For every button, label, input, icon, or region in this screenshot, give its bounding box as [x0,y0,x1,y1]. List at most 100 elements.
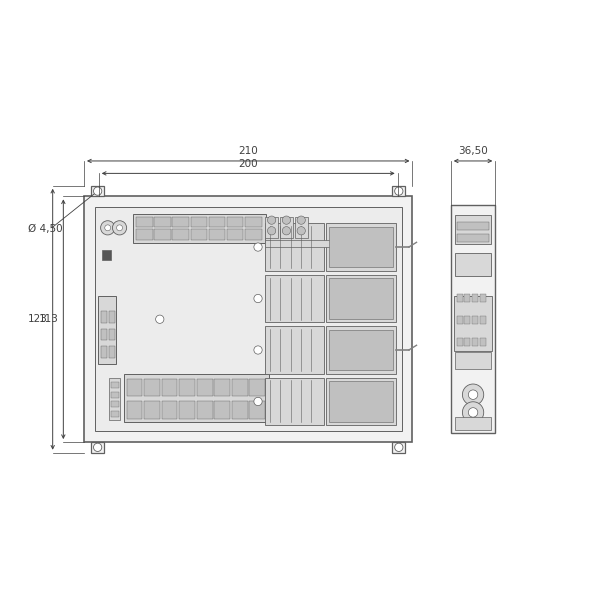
Text: 210: 210 [238,146,258,156]
Text: 36,50: 36,50 [458,146,488,156]
Bar [136,217,152,227]
Bar [464,294,470,302]
Circle shape [112,221,127,235]
Bar [144,379,160,397]
Bar [197,401,212,419]
Bar [265,223,324,271]
Bar [209,217,225,227]
Circle shape [105,225,110,231]
Bar [245,217,262,227]
Circle shape [463,384,484,406]
Bar [214,379,230,397]
Bar [101,346,107,358]
Bar [144,401,160,419]
Bar [329,329,394,370]
Bar [464,316,470,325]
Bar [127,401,142,419]
Bar [154,229,170,239]
Circle shape [254,346,262,354]
Bar [480,338,486,346]
Bar [480,294,486,302]
Circle shape [116,225,122,231]
Bar [197,379,212,397]
Bar [95,207,402,431]
Circle shape [254,295,262,302]
Bar [455,352,491,370]
Circle shape [268,227,276,235]
Bar [392,186,406,196]
Circle shape [282,227,290,235]
Bar [265,326,324,374]
Bar [98,296,116,364]
Bar [326,223,396,271]
Bar [472,338,478,346]
Bar [161,401,178,419]
Bar [101,329,107,340]
Bar [127,379,142,397]
Bar [265,275,324,322]
Bar [265,240,387,247]
Bar [109,378,120,419]
Bar [232,379,248,397]
Bar [326,377,396,425]
Bar [295,217,308,238]
Bar [172,229,189,239]
Bar [191,217,207,227]
Bar [326,275,396,322]
Bar [457,294,463,302]
Bar [209,229,225,239]
Bar [464,338,470,346]
Bar [329,227,394,268]
Bar [179,379,195,397]
Bar [227,217,244,227]
Bar [91,442,104,452]
Bar [136,229,152,239]
Bar [214,401,230,419]
Bar [329,278,394,319]
Bar [455,253,491,277]
Bar [451,205,495,433]
Circle shape [395,443,403,451]
Bar [124,374,269,422]
Bar [110,401,119,407]
Bar [154,217,170,227]
Bar [133,214,266,242]
Bar [265,217,278,238]
Bar [329,381,394,422]
Bar [227,229,244,239]
Circle shape [469,407,478,417]
Bar [179,401,195,419]
Bar [280,217,293,238]
Circle shape [297,216,305,224]
Bar [472,294,478,302]
Circle shape [463,402,484,423]
Circle shape [101,221,115,235]
Text: 200: 200 [238,158,258,169]
Bar [457,338,463,346]
Circle shape [268,216,276,224]
Bar [109,346,115,358]
Text: 123: 123 [28,314,48,324]
Bar [91,186,104,196]
Text: Ø 4,50: Ø 4,50 [28,224,62,234]
Bar [109,311,115,323]
Bar [245,229,262,239]
Bar [250,401,265,419]
Bar [191,229,207,239]
Circle shape [254,397,262,406]
Circle shape [297,227,305,235]
Bar [457,222,490,230]
Bar [457,234,490,242]
Circle shape [282,216,290,224]
Bar [472,316,478,325]
Bar [454,296,492,351]
Bar [110,410,119,416]
Bar [110,392,119,398]
Text: 113: 113 [39,314,59,324]
Bar [326,326,396,374]
Circle shape [254,243,262,251]
Bar [101,311,107,323]
Bar [480,316,486,325]
Bar [455,417,491,430]
Circle shape [94,187,102,195]
